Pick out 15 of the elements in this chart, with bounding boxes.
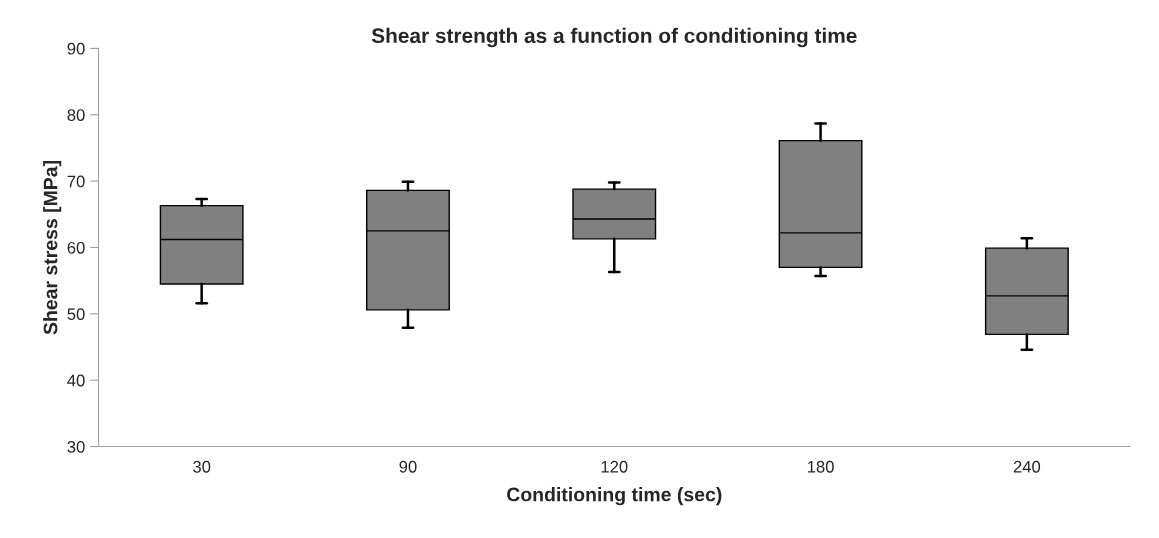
y-tick-label: 80 xyxy=(67,109,85,121)
x-tick-label: 240 xyxy=(1013,460,1041,473)
y-tick-label: 40 xyxy=(67,374,85,387)
y-tick-label: 60 xyxy=(67,241,85,254)
y-tick-label: 90 xyxy=(67,42,85,55)
chart-title: Shear strength as a function of conditioning time xyxy=(371,27,857,48)
y-axis-title: Shear stress [MPa] xyxy=(43,161,62,335)
x-tick-label: 30 xyxy=(193,460,211,473)
y-tick-label: 50 xyxy=(67,308,85,321)
x-tick-label: 120 xyxy=(601,460,628,473)
x-tick-label: 90 xyxy=(399,460,417,473)
x-tick-label: 180 xyxy=(807,460,834,473)
y-tick-label: 70 xyxy=(67,175,85,188)
y-tick-label: 30 xyxy=(67,440,85,453)
x-axis-title: Conditioning time (sec) xyxy=(507,487,722,506)
